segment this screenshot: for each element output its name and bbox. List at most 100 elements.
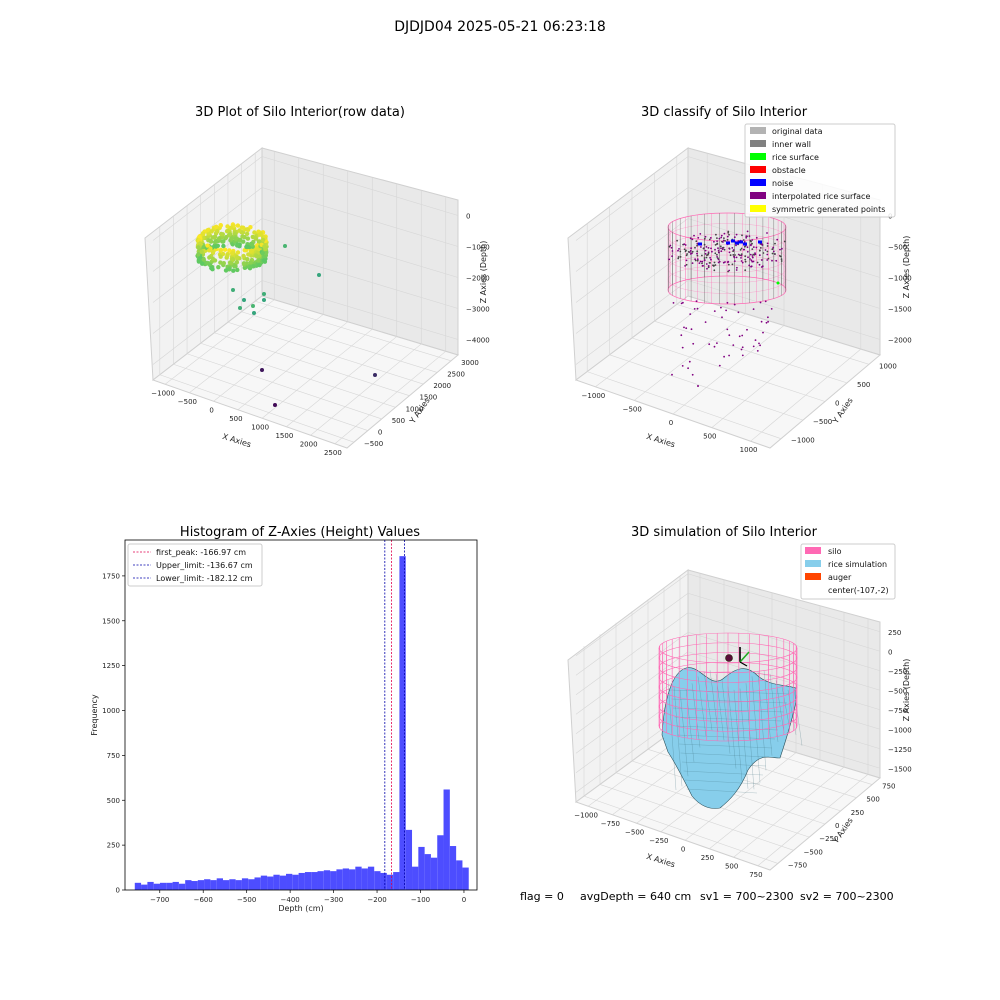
raw-ring-point [215, 229, 220, 234]
sim-legend-box [800, 543, 896, 600]
cls-surface-point [743, 241, 746, 243]
cls-surface-point [776, 238, 779, 241]
raw-ring-point [235, 250, 241, 255]
sim-mesh-line [678, 743, 773, 749]
cls-interp-point [688, 360, 691, 363]
cls-surface-point [677, 256, 680, 258]
cls-surface-point [727, 263, 730, 266]
cls-surface-point [704, 249, 707, 252]
cls-surface-point [735, 244, 737, 247]
cls-surface-point [733, 236, 736, 239]
raw-z-tick: −3000 [466, 306, 490, 314]
sim-legend-swatch [805, 573, 821, 580]
cls-surface-point [744, 260, 747, 263]
raw-ring-points [195, 222, 269, 273]
cls-surface-point [783, 240, 786, 243]
cls-surface-point [743, 248, 746, 251]
raw-ring-point [264, 250, 269, 255]
raw-ring-point [245, 236, 251, 241]
cls-surface-point [689, 249, 692, 252]
cls-interp-point [732, 344, 735, 346]
cls-interp-point [754, 339, 757, 341]
histogram-bar [323, 870, 331, 890]
cls-surface-point [696, 250, 699, 253]
cls-z-label: Z Axies (Depth) [902, 236, 911, 299]
histogram-bar [386, 874, 394, 890]
cls-surface-point [750, 265, 753, 268]
cls-interp-point [697, 385, 699, 387]
cls-surface-point [696, 254, 699, 257]
cls-surface-point [689, 237, 692, 240]
cls-legend-label: inner wall [772, 140, 811, 149]
cls-legend-swatch [750, 127, 766, 134]
cls-surface-point [720, 250, 723, 253]
cls-points [668, 230, 786, 387]
cls-surface-point [746, 230, 749, 233]
cls-surface-point [754, 253, 757, 256]
cls-interp-point [728, 334, 731, 337]
raw-gridlines [152, 151, 459, 444]
cls-surface-point [752, 260, 755, 263]
cls-surface-point [748, 235, 751, 238]
cls-surface-point [704, 252, 707, 255]
cls-surface-point [696, 259, 699, 262]
raw-ring-point [248, 249, 254, 254]
cls-legend-label: noise [772, 179, 793, 188]
cls-interp-point [760, 320, 763, 323]
sim-mesh-line [677, 734, 776, 740]
cls-surface-point [758, 263, 761, 266]
histogram-bar [336, 869, 343, 890]
raw-ring-point [221, 243, 226, 249]
cls-surface-point [745, 235, 748, 238]
histogram-bar [153, 883, 160, 890]
raw-ring-point [240, 225, 246, 230]
cls-surface-point [708, 238, 711, 241]
histogram-y-tick: 1750 [102, 572, 120, 580]
cls-surface-point [727, 231, 730, 234]
histogram-bar [229, 879, 236, 890]
sim-mesh-line [680, 752, 770, 758]
raw-y-tick: 0 [378, 429, 382, 437]
cls-noise-point [698, 242, 702, 246]
cls-surface-point [671, 250, 674, 252]
raw-y-tick: 2500 [447, 370, 465, 378]
cls-surface-point [722, 246, 724, 249]
cls-y-tick: 500 [857, 381, 870, 389]
cls-surface-point [755, 246, 758, 249]
histogram-bar [235, 880, 242, 890]
cls-surface-point [759, 247, 762, 249]
cls-surface-point [775, 259, 778, 262]
cls-surface-point [762, 252, 765, 254]
cls-interp-point [691, 373, 694, 376]
cls-surface-point [709, 237, 712, 239]
sim-mesh-line [683, 770, 764, 776]
sim-legend: silo rice simulation auger center(-107,-2) [800, 543, 896, 600]
cls-surface-point [690, 247, 692, 250]
histogram-bar [254, 877, 261, 890]
histogram-x-tick: 0 [462, 896, 466, 904]
raw-ring-point [252, 230, 257, 235]
raw-ring-point [210, 249, 216, 254]
histogram-bar [349, 869, 356, 890]
cls-noise-point [739, 240, 743, 244]
cls-x-ticks: −1000 −500 0 500 1000 [582, 392, 758, 454]
histogram-bar [286, 873, 293, 890]
histogram-bar [210, 880, 217, 890]
raw-ring-point [241, 261, 247, 266]
raw-ring-point [216, 265, 221, 270]
cls-surface-point [771, 248, 774, 251]
sim-z-ticks: 250 0 −250 −500 −750 −1000 −1250 −1500 [888, 629, 912, 774]
cls-surface-point [739, 249, 742, 251]
cls-interp-point [713, 345, 716, 348]
raw-ring-point [241, 253, 246, 259]
raw-ring-point [260, 237, 266, 243]
cls-surface-point [761, 265, 764, 268]
cls-surface-point [679, 250, 682, 253]
cls-x-tick: −500 [623, 405, 642, 413]
histogram-bar [216, 878, 223, 890]
cls-surface-point [714, 244, 717, 246]
cls-silo-cylinder [667, 212, 787, 305]
raw-ring-point [218, 254, 223, 259]
cls-surface-point [750, 259, 753, 262]
